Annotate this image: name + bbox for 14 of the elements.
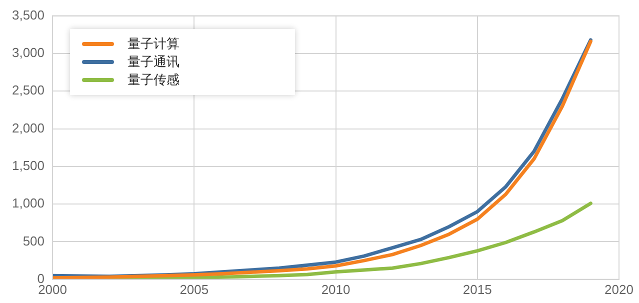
y-tick-label: 3,000 (12, 45, 45, 60)
legend-label: 量子传感 (128, 72, 180, 89)
y-tick-label: 2,000 (12, 120, 45, 136)
y-tick-label: 500 (22, 233, 45, 248)
legend-label: 量子计算 (128, 36, 180, 53)
y-tick-label: 1,000 (12, 196, 45, 211)
x-tick-label: 2020 (604, 282, 634, 297)
x-tick-label: 2015 (462, 282, 492, 297)
x-tick-label: 2005 (180, 282, 209, 297)
y-tick-label: 1,500 (12, 158, 45, 174)
legend-label: 量子通讯 (128, 54, 180, 71)
y-tick-label: 2,500 (12, 82, 45, 98)
x-tick-label: 2010 (321, 282, 350, 297)
y-tick-label: 3,500 (12, 7, 45, 22)
